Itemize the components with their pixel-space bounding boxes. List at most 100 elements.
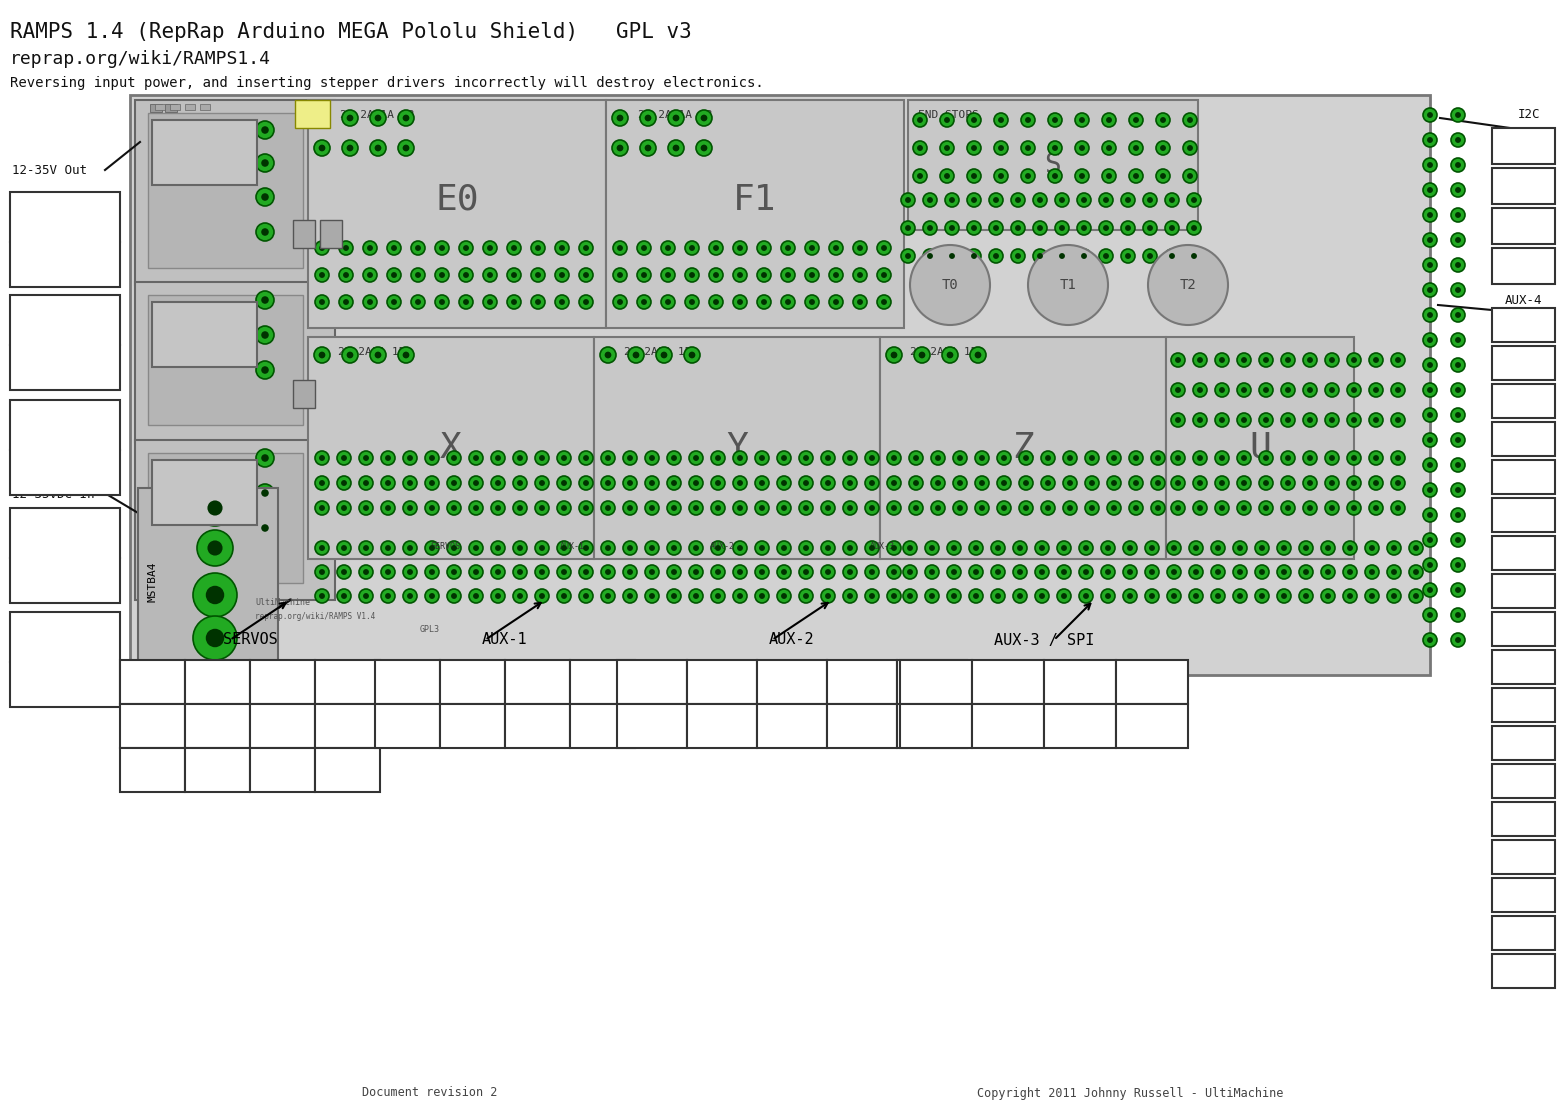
Circle shape (256, 361, 274, 379)
Circle shape (1369, 476, 1384, 490)
Circle shape (386, 295, 400, 309)
Circle shape (805, 295, 820, 309)
Circle shape (710, 501, 724, 515)
Text: Y: Y (726, 431, 748, 465)
Circle shape (346, 145, 354, 152)
Circle shape (358, 501, 372, 515)
Circle shape (1168, 197, 1175, 203)
Text: U: U (1250, 431, 1271, 465)
Circle shape (1089, 505, 1095, 511)
Circle shape (559, 299, 566, 305)
Circle shape (645, 145, 651, 152)
Circle shape (1307, 505, 1313, 511)
Circle shape (1365, 541, 1379, 555)
Circle shape (1302, 476, 1317, 490)
Circle shape (1193, 545, 1200, 551)
Circle shape (1075, 169, 1089, 183)
Circle shape (760, 299, 767, 305)
Circle shape (1348, 451, 1362, 465)
Circle shape (1450, 408, 1465, 422)
Circle shape (363, 545, 369, 551)
Circle shape (539, 505, 545, 511)
Circle shape (1011, 250, 1025, 263)
Circle shape (605, 455, 611, 461)
Circle shape (826, 545, 830, 551)
Circle shape (1130, 451, 1144, 465)
Circle shape (714, 245, 718, 251)
Circle shape (1024, 480, 1028, 486)
Circle shape (531, 241, 545, 255)
Circle shape (447, 589, 461, 603)
Circle shape (1103, 197, 1109, 203)
Bar (901, 659, 972, 704)
Circle shape (777, 589, 791, 603)
Circle shape (1130, 113, 1144, 127)
Circle shape (1218, 387, 1225, 393)
Circle shape (1215, 545, 1221, 551)
Text: D10: D10 (178, 140, 232, 169)
Circle shape (1259, 569, 1265, 575)
Circle shape (907, 545, 913, 551)
Circle shape (1035, 589, 1049, 603)
Circle shape (397, 110, 414, 126)
Circle shape (623, 476, 637, 490)
Text: 20: 20 (1516, 179, 1530, 193)
Text: D11: D11 (30, 418, 55, 432)
Circle shape (1450, 358, 1465, 372)
Circle shape (857, 299, 863, 305)
Circle shape (696, 110, 712, 126)
Circle shape (1324, 383, 1338, 397)
Circle shape (756, 565, 770, 579)
Circle shape (715, 455, 721, 461)
Circle shape (929, 593, 935, 599)
Circle shape (452, 545, 456, 551)
Circle shape (1281, 545, 1287, 551)
Circle shape (1242, 417, 1246, 423)
Circle shape (1237, 353, 1251, 367)
Circle shape (343, 110, 358, 126)
Circle shape (843, 501, 857, 515)
Circle shape (650, 569, 654, 575)
Circle shape (802, 455, 809, 461)
Circle shape (1111, 505, 1117, 511)
Circle shape (539, 480, 545, 486)
Circle shape (1130, 141, 1144, 155)
Circle shape (469, 541, 483, 555)
Circle shape (1150, 569, 1154, 575)
Circle shape (1455, 362, 1461, 368)
Circle shape (799, 589, 813, 603)
Circle shape (1133, 455, 1139, 461)
Circle shape (1427, 462, 1433, 468)
Bar (148, 295, 302, 426)
Text: A9
D63: A9 D63 (712, 668, 732, 696)
Circle shape (1105, 593, 1111, 599)
Circle shape (1391, 569, 1398, 575)
Circle shape (865, 501, 879, 515)
Circle shape (207, 540, 223, 556)
Circle shape (1302, 569, 1309, 575)
Circle shape (513, 501, 527, 515)
Circle shape (891, 569, 897, 575)
Circle shape (391, 272, 397, 277)
Text: A5
D59: A5 D59 (712, 712, 732, 740)
Circle shape (925, 541, 939, 555)
Circle shape (957, 455, 963, 461)
Circle shape (650, 545, 654, 551)
Circle shape (411, 268, 425, 282)
Circle shape (369, 110, 386, 126)
Bar (154, 104, 165, 110)
Circle shape (1156, 113, 1170, 127)
Circle shape (715, 480, 721, 486)
Bar (1493, 954, 1555, 988)
Text: -: - (95, 209, 106, 227)
Circle shape (315, 295, 329, 309)
Circle shape (1307, 455, 1313, 461)
Circle shape (517, 455, 523, 461)
Circle shape (1024, 505, 1028, 511)
Circle shape (1145, 565, 1159, 579)
Circle shape (944, 145, 950, 150)
Circle shape (829, 268, 843, 282)
Circle shape (637, 241, 651, 255)
Circle shape (737, 299, 743, 305)
Bar (1493, 840, 1555, 874)
